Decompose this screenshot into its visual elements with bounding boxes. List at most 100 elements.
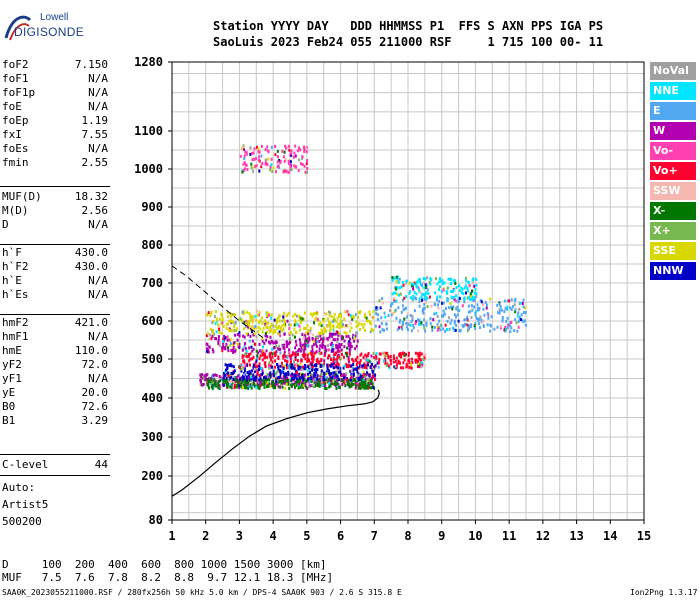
echo-point xyxy=(389,362,392,366)
echo-point xyxy=(330,371,333,375)
echo-point xyxy=(487,316,490,320)
echo-point xyxy=(227,374,230,378)
echo-point xyxy=(296,363,299,367)
auto-artist: Artist5 xyxy=(2,498,49,511)
echo-point xyxy=(276,363,279,366)
echo-point xyxy=(375,312,378,316)
echo-point xyxy=(311,365,314,369)
echo-point xyxy=(469,298,472,301)
parameter-value: N/A xyxy=(88,72,108,85)
echo-point xyxy=(337,366,340,370)
echo-point xyxy=(498,311,501,315)
echo-point xyxy=(309,372,312,376)
echo-point xyxy=(255,386,258,389)
echo-point xyxy=(298,372,301,376)
echo-point xyxy=(424,283,427,287)
echo-point xyxy=(316,340,319,344)
echo-point xyxy=(334,376,336,379)
echo-point xyxy=(314,339,317,343)
echo-point xyxy=(217,380,220,384)
echo-point xyxy=(395,365,398,369)
echo-point xyxy=(277,316,280,320)
echo-point xyxy=(299,343,302,347)
echo-point xyxy=(517,320,520,323)
echo-point xyxy=(250,162,253,166)
logo-swirl-icon xyxy=(4,15,32,41)
echo-point xyxy=(455,323,458,327)
echo-point xyxy=(510,326,513,330)
echo-point xyxy=(349,337,352,341)
echo-point xyxy=(347,334,350,338)
echo-point xyxy=(424,353,427,357)
echo-point xyxy=(465,279,468,282)
echo-point xyxy=(204,378,207,382)
echo-point xyxy=(340,335,343,339)
echo-point xyxy=(307,385,310,389)
echo-point xyxy=(272,341,275,345)
echo-point xyxy=(364,380,367,384)
echo-point xyxy=(349,369,352,373)
echo-point xyxy=(256,356,258,360)
echo-point xyxy=(320,381,323,385)
echo-point xyxy=(345,332,348,336)
echo-point xyxy=(442,301,445,305)
echo-point xyxy=(438,319,441,323)
echo-point xyxy=(243,382,246,386)
echo-point xyxy=(288,148,291,152)
echo-point xyxy=(332,357,335,360)
echo-point xyxy=(277,368,280,372)
echo-point xyxy=(312,383,315,387)
echo-point xyxy=(457,300,460,304)
echo-point xyxy=(248,320,251,324)
echo-point xyxy=(253,380,255,384)
parameter-value: 110.0 xyxy=(74,344,108,357)
echo-point xyxy=(254,361,257,365)
echo-point xyxy=(464,284,467,288)
echo-point xyxy=(335,379,338,383)
parameter-name: yF2 xyxy=(2,358,22,371)
echo-point xyxy=(417,365,420,369)
echo-point xyxy=(473,324,476,328)
echo-point xyxy=(372,385,375,389)
echo-point xyxy=(351,317,354,321)
echo-point xyxy=(301,163,304,166)
echo-point xyxy=(441,279,444,283)
x-tick-label: 9 xyxy=(438,529,445,543)
echo-point xyxy=(293,323,296,327)
echo-point xyxy=(285,382,288,386)
echo-point xyxy=(423,306,426,310)
echo-point xyxy=(373,373,376,377)
echo-point xyxy=(347,341,350,345)
echo-point xyxy=(250,317,253,321)
echo-point xyxy=(220,331,223,335)
echo-point xyxy=(254,315,257,318)
echo-point xyxy=(217,338,220,342)
echo-point xyxy=(242,383,245,387)
echo-point xyxy=(303,150,306,154)
echo-point xyxy=(311,345,314,349)
echo-point xyxy=(455,294,458,298)
echo-point xyxy=(302,379,304,383)
echo-point xyxy=(335,372,338,376)
x-tick-label: 1 xyxy=(168,529,175,543)
echo-point xyxy=(348,382,351,386)
legend-item: SSE xyxy=(650,242,696,260)
echo-point xyxy=(343,381,346,385)
echo-point xyxy=(337,386,340,389)
echo-point xyxy=(318,352,321,356)
parameter-row: M(D) 2.56 xyxy=(2,204,108,218)
echo-point xyxy=(270,145,273,149)
echo-point xyxy=(312,357,315,361)
echo-point xyxy=(207,378,210,382)
echo-point xyxy=(347,356,350,359)
echo-point xyxy=(372,367,375,371)
echo-point xyxy=(411,357,413,361)
echo-point xyxy=(310,383,313,387)
echo-point xyxy=(362,380,365,384)
echo-point xyxy=(509,330,512,334)
echo-point xyxy=(335,343,338,347)
echo-point xyxy=(423,286,426,290)
echo-point xyxy=(301,374,303,377)
echo-point xyxy=(304,342,307,346)
echo-point xyxy=(338,378,340,382)
